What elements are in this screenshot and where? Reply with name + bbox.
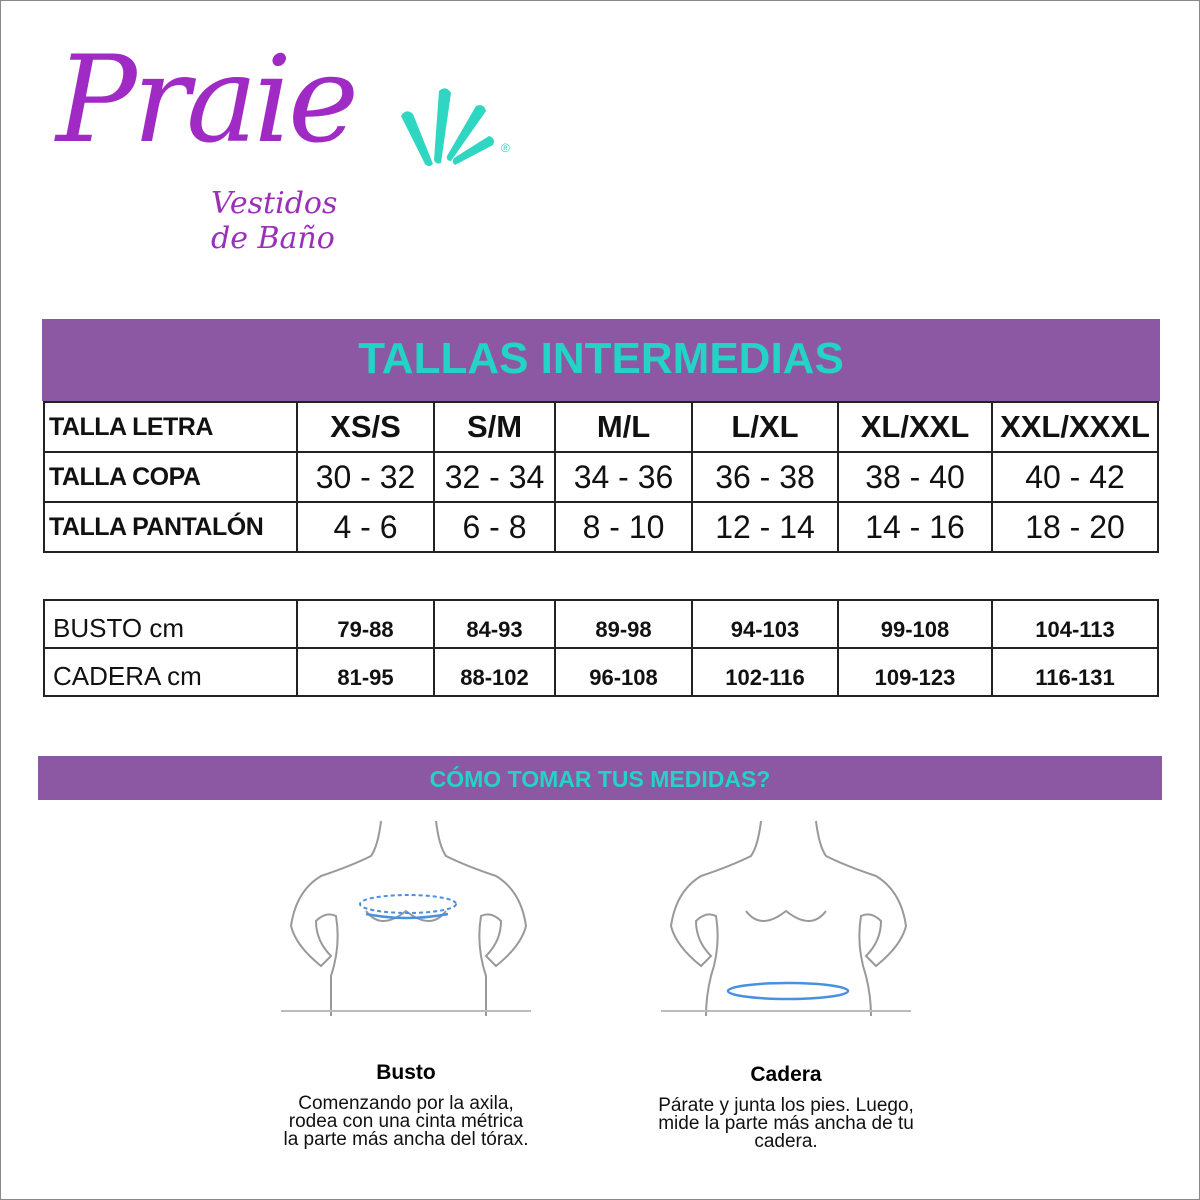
cadera-instructions: Cadera Párate y junta los pies. Luego, m… bbox=[631, 1063, 941, 1151]
cadera-line: Párate y junta los pies. Luego, bbox=[658, 1095, 914, 1116]
table-cell: 6 - 8 bbox=[433, 501, 556, 553]
how-to-title: CÓMO TOMAR TUS MEDIDAS? bbox=[38, 756, 1162, 800]
table-cell: 89-98 bbox=[554, 599, 693, 649]
table-cell: 4 - 6 bbox=[296, 501, 435, 553]
busto-title: Busto bbox=[376, 1061, 436, 1084]
table-cell: 8 - 10 bbox=[554, 501, 693, 553]
table-row: CADERA cm 81-95 88-102 96-108 102-116 109-123… bbox=[43, 647, 1159, 697]
measure-table: BUSTO cm 79-88 84-93 89-98 94-103 99-108 104-1… bbox=[43, 599, 1159, 697]
table-cell: 30 - 32 bbox=[296, 451, 435, 503]
table-cell: 88-102 bbox=[433, 647, 556, 697]
table-cell: 81-95 bbox=[296, 647, 435, 697]
table-cell: 38 - 40 bbox=[837, 451, 993, 503]
table-cell: 32 - 34 bbox=[433, 451, 556, 503]
busto-instructions: Busto Comenzando por la axila, rodea con… bbox=[256, 1061, 556, 1149]
table-cell: XXL/XXXL bbox=[991, 401, 1159, 453]
table-cell: L/XL bbox=[691, 401, 839, 453]
table-row: TALLA COPA 30 - 32 32 - 34 34 - 36 36 - 38 38… bbox=[43, 451, 1159, 503]
busto-line: Comenzando por la axila, bbox=[298, 1093, 514, 1114]
table-cell: XL/XXL bbox=[837, 401, 993, 453]
table-cell: 34 - 36 bbox=[554, 451, 693, 503]
busto-line: la parte más ancha del tórax. bbox=[283, 1129, 529, 1150]
row-header: TALLA COPA bbox=[43, 451, 298, 503]
table-cell: 40 - 42 bbox=[991, 451, 1159, 503]
cadera-title: Cadera bbox=[750, 1063, 822, 1086]
size-table: TALLA LETRA XS/S S/M M/L L/XL XL/XXL XXL/XXXL T… bbox=[43, 401, 1159, 553]
cadera-figure-icon bbox=[661, 820, 911, 1016]
table-cell: 99-108 bbox=[837, 599, 993, 649]
page-title: TALLAS INTERMEDIAS bbox=[42, 319, 1160, 401]
table-cell: 102-116 bbox=[691, 647, 839, 697]
table-cell: 14 - 16 bbox=[837, 501, 993, 553]
table-cell: 94-103 bbox=[691, 599, 839, 649]
table-cell: M/L bbox=[554, 401, 693, 453]
table-cell: S/M bbox=[433, 401, 556, 453]
busto-line: rodea con una cinta métrica bbox=[288, 1111, 524, 1132]
table-cell: 84-93 bbox=[433, 599, 556, 649]
row-header: BUSTO cm bbox=[43, 599, 298, 649]
table-row: BUSTO cm 79-88 84-93 89-98 94-103 99-108 104-1… bbox=[43, 599, 1159, 649]
table-cell: 79-88 bbox=[296, 599, 435, 649]
table-row: TALLA LETRA XS/S S/M M/L L/XL XL/XXL XXL/XXXL bbox=[43, 401, 1159, 453]
table-cell: 12 - 14 bbox=[691, 501, 839, 553]
cadera-line: mide la parte más ancha de tu bbox=[658, 1113, 914, 1134]
cadera-line: cadera. bbox=[754, 1131, 818, 1152]
table-cell: 96-108 bbox=[554, 647, 693, 697]
logo-rays-icon bbox=[401, 88, 494, 166]
table-cell: 18 - 20 bbox=[991, 501, 1159, 553]
logo-wordmark: Praie bbox=[56, 31, 359, 170]
table-cell: 109-123 bbox=[837, 647, 993, 697]
table-cell: 36 - 38 bbox=[691, 451, 839, 503]
row-header: TALLA LETRA bbox=[43, 401, 298, 453]
table-cell: 116-131 bbox=[991, 647, 1159, 697]
busto-figure-icon bbox=[281, 820, 531, 1016]
registered-mark: ® bbox=[501, 141, 510, 155]
row-header: TALLA PANTALÓN bbox=[43, 501, 298, 553]
logo-tagline: Vestidos de Baño bbox=[211, 186, 338, 256]
table-cell: XS/S bbox=[296, 401, 435, 453]
row-header: CADERA cm bbox=[43, 647, 298, 697]
table-cell: 104-113 bbox=[991, 599, 1159, 649]
